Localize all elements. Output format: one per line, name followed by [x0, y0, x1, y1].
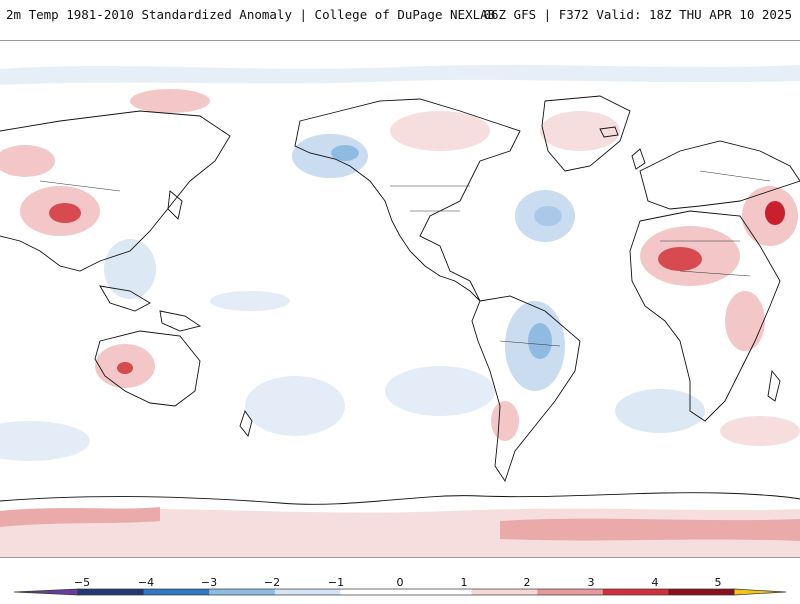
- asia-outline: [0, 110, 231, 272]
- south-atlantic-cool: [615, 389, 705, 433]
- antarctic-warm-west: [0, 507, 160, 527]
- indonesia-outline: [99, 285, 151, 312]
- alaska-cool: [292, 134, 368, 178]
- new-zealand-outline: [239, 410, 253, 437]
- colorbar-svg: [13, 588, 787, 596]
- anomaly-map: [0, 40, 800, 558]
- colorbar-segment-3_4: [602, 589, 669, 595]
- greenland-warm: [540, 111, 620, 151]
- colorbar-segment-neg1_0: [340, 589, 407, 595]
- africa-outline: [629, 210, 781, 422]
- colorbar-segment-neg3_neg2: [209, 589, 276, 595]
- map-background: [0, 41, 800, 557]
- maritime-continent-cool: [104, 239, 156, 299]
- sahel-warm-core: [658, 247, 702, 271]
- colorbar-segment-neg2_neg1: [274, 589, 341, 595]
- country-borders: [39, 170, 771, 347]
- tick-5: 5: [714, 576, 722, 589]
- colorbar-segment-2_3: [537, 589, 604, 595]
- east-africa-warm: [725, 291, 765, 351]
- tick-2: 2: [523, 576, 531, 589]
- tick-neg5: −5: [73, 576, 91, 589]
- tick-1: 1: [460, 576, 468, 589]
- tibet-warm-core: [49, 203, 81, 223]
- antarctic-warm-core: [500, 518, 800, 541]
- south-america-outline: [471, 295, 581, 483]
- valid-time: 06Z GFS | F372 Valid: 18Z THU APR 10 202…: [483, 7, 792, 22]
- colorbar-segment-4_5: [668, 589, 735, 595]
- australia-outline: [94, 330, 201, 407]
- colorbar-segment-neg5_neg4: [78, 589, 145, 595]
- colorbar: [0, 558, 800, 600]
- colorbar-segment-neg4_neg3: [143, 589, 210, 595]
- south-indian-warm: [720, 416, 800, 446]
- canada-warm: [390, 111, 490, 151]
- atlantic-cool-core: [534, 206, 562, 226]
- tick-4: 4: [651, 576, 659, 589]
- south-pacific-cool-2: [245, 376, 345, 436]
- product-title: 2m Temp 1981-2010 Standardized Anomaly |…: [6, 7, 496, 22]
- tick-neg2: −2: [263, 576, 281, 589]
- colorbar-arrow-high: [733, 588, 787, 596]
- patagonia-warm: [491, 401, 519, 441]
- tick-3: 3: [587, 576, 595, 589]
- colorbar-border: [77, 588, 735, 596]
- south-america-cool-core: [528, 323, 552, 359]
- siberia-warm: [130, 89, 210, 113]
- map-svg: [0, 41, 800, 557]
- alaska-cool-core: [331, 145, 359, 161]
- australia-warm-core: [117, 362, 133, 374]
- equatorial-pacific-cool: [210, 291, 290, 311]
- middle-east-warm-core: [765, 201, 785, 225]
- iceland-outline: [599, 126, 619, 138]
- antarctica-outline: [0, 492, 800, 505]
- europe-outline: [639, 140, 800, 210]
- arctic-cool-band: [0, 65, 800, 85]
- central-asia-warm: [0, 145, 55, 177]
- new-guinea-outline: [159, 310, 202, 332]
- north-america-outline: [294, 98, 521, 302]
- tick-0: 0: [396, 576, 404, 589]
- header: 2m Temp 1981-2010 Standardized Anomaly |…: [0, 0, 800, 40]
- colorbar-segment-1_2: [471, 589, 538, 595]
- coastlines: [0, 95, 800, 505]
- tick-neg1: −1: [327, 576, 345, 589]
- colorbar-segment-0_1: [406, 589, 473, 595]
- indian-ocean-cool: [0, 421, 90, 461]
- colorbar-arrow-low: [13, 588, 79, 596]
- tick-neg3: −3: [200, 576, 218, 589]
- tick-neg4: −4: [137, 576, 155, 589]
- madagascar-outline: [767, 369, 781, 402]
- uk-outline: [631, 148, 646, 170]
- south-pacific-cool: [385, 366, 495, 416]
- greenland-outline: [541, 95, 631, 172]
- japan-outline: [167, 190, 183, 220]
